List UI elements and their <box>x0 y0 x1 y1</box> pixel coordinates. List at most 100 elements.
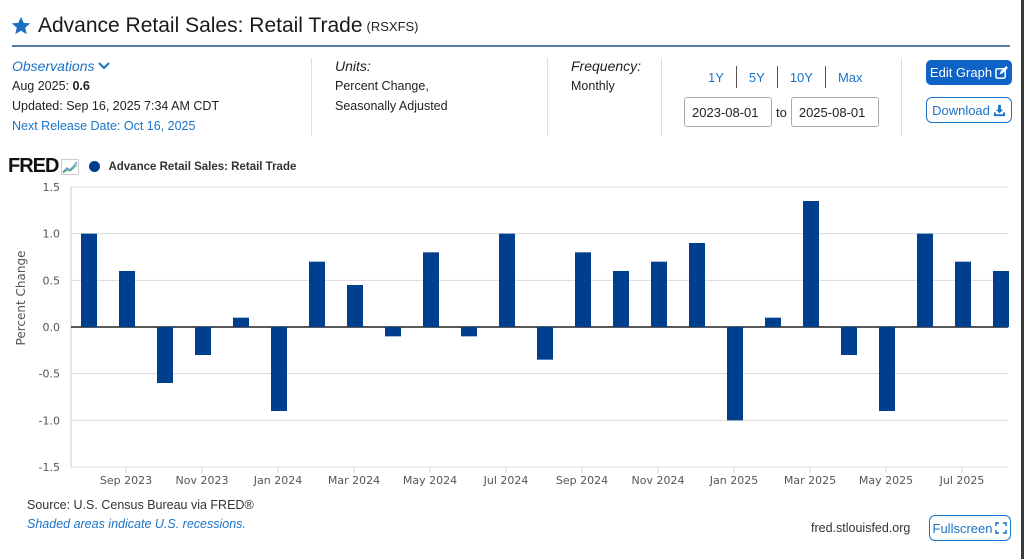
x-tick-label: Nov 2024 <box>632 474 685 487</box>
recessions-note: Shaded areas indicate U.S. recessions. <box>27 517 246 531</box>
bar[interactable] <box>81 233 97 327</box>
range-separator <box>824 66 826 88</box>
download-icon <box>993 104 1005 116</box>
download-button[interactable]: Download <box>926 97 1012 123</box>
units-line2: Seasonally Adjusted <box>335 99 448 113</box>
bar[interactable] <box>157 327 173 383</box>
y-axis-labels: 1.5 1.0 0.5 0.0 -0.5 -1.0 -1.5 <box>39 181 60 474</box>
bar[interactable] <box>195 327 211 355</box>
bar[interactable] <box>651 261 667 327</box>
bars <box>81 201 1009 421</box>
divider <box>661 58 662 136</box>
bar[interactable] <box>955 261 971 327</box>
x-tick-label: Nov 2023 <box>176 474 229 487</box>
line-chart-icon <box>61 158 80 175</box>
y-tick-label: -1.0 <box>39 414 60 427</box>
to-label: to <box>776 104 787 120</box>
range-selector: 1Y 5Y 10Y Max <box>696 66 875 88</box>
fullscreen-button[interactable]: Fullscreen <box>929 515 1011 541</box>
fullscreen-icon <box>995 522 1008 534</box>
divider <box>311 58 312 136</box>
bar[interactable] <box>461 327 477 337</box>
bar[interactable] <box>993 271 1009 327</box>
x-tick-label: Jan 2025 <box>709 474 758 487</box>
observations-label: Observations <box>12 58 95 74</box>
divider <box>547 58 548 136</box>
bar[interactable] <box>119 271 135 327</box>
bar[interactable] <box>765 317 781 327</box>
fred-logo[interactable]: FRED <box>8 155 59 177</box>
y-tick-label: -0.5 <box>39 368 60 381</box>
fullscreen-label: Fullscreen <box>932 520 993 536</box>
divider <box>901 58 902 136</box>
edit-icon <box>995 66 1009 79</box>
site-url: fred.stlouisfed.org <box>811 521 911 535</box>
x-tick-label: Jul 2024 <box>483 474 529 487</box>
next-release-link[interactable]: Next Release Date: Oct 16, 2025 <box>12 119 196 133</box>
bar[interactable] <box>271 327 287 411</box>
updated-text: Updated: Sep 16, 2025 7:34 AM CDT <box>12 99 220 113</box>
bar[interactable] <box>309 261 325 327</box>
x-tick-label: Jul 2025 <box>939 474 985 487</box>
range-max[interactable]: Max <box>837 69 863 85</box>
latest-label: Aug 2025: <box>12 79 73 93</box>
x-tick-label: Sep 2024 <box>556 474 608 487</box>
bar[interactable] <box>233 317 249 327</box>
x-tick-label: May 2024 <box>403 474 457 487</box>
bar[interactable] <box>423 252 439 327</box>
bar[interactable] <box>841 327 857 355</box>
range-5y[interactable]: 5Y <box>748 69 765 85</box>
date-range: to <box>684 97 879 127</box>
units-label: Units: <box>335 58 371 74</box>
bar[interactable] <box>879 327 895 411</box>
y-tick-label: 0.5 <box>43 274 61 287</box>
observations-toggle[interactable]: Observations <box>12 56 219 76</box>
y-tick-label: 0.0 <box>43 321 61 334</box>
download-label: Download <box>932 102 990 118</box>
bar[interactable] <box>917 233 933 327</box>
bar[interactable] <box>385 327 401 337</box>
title-row: Advance Retail Sales: Retail Trade (RSXF… <box>10 14 419 38</box>
range-separator <box>735 66 737 88</box>
series-id: (RSXFS) <box>366 18 419 34</box>
chevron-down-icon <box>98 62 111 70</box>
bar[interactable] <box>499 233 515 327</box>
frequency-value: Monthly <box>571 79 615 93</box>
favorite-star-icon[interactable] <box>10 15 32 37</box>
chart-header: FRED Advance Retail Sales: Retail Trade <box>8 155 296 178</box>
bar[interactable] <box>803 201 819 327</box>
bar[interactable] <box>347 285 363 327</box>
x-tick-label: Mar 2025 <box>784 474 836 487</box>
legend-marker <box>89 161 101 172</box>
y-tick-label: -1.5 <box>39 461 60 474</box>
frequency-panel: Frequency: Monthly <box>571 56 641 96</box>
x-tick-label: Sep 2023 <box>100 474 152 487</box>
bar[interactable] <box>727 327 743 421</box>
range-10y[interactable]: 10Y <box>789 69 813 85</box>
x-tick-label: Mar 2024 <box>328 474 380 487</box>
header-divider <box>12 45 1010 47</box>
end-date-input[interactable] <box>790 97 879 127</box>
start-date-input[interactable] <box>684 97 772 127</box>
latest-observation: Aug 2025: 0.6 <box>12 76 219 96</box>
x-tick-label: Jan 2024 <box>253 474 302 487</box>
y-tick-label: 1.0 <box>43 228 61 241</box>
units-panel: Units: Percent Change, Seasonally Adjust… <box>335 56 448 116</box>
range-1y[interactable]: 1Y <box>708 69 724 85</box>
y-axis-title: Percent Change <box>14 251 28 346</box>
bar[interactable] <box>613 271 629 327</box>
latest-value: 0.6 <box>72 79 90 93</box>
observations-panel: Observations Aug 2025: 0.6 Updated: Sep … <box>12 56 219 136</box>
bar[interactable] <box>537 327 553 360</box>
x-tick-label: May 2025 <box>859 474 913 487</box>
bar[interactable] <box>575 252 591 327</box>
bar-chart: 1.5 1.0 0.5 0.0 -0.5 -1.0 -1.5 Sep 2023 Nov 202… <box>14 181 1009 487</box>
edit-graph-label: Edit Graph <box>929 65 993 80</box>
window-edge <box>1021 0 1024 559</box>
range-separator <box>776 66 778 88</box>
page-title: Advance Retail Sales: Retail Trade <box>38 14 363 37</box>
bar[interactable] <box>689 243 705 327</box>
x-axis-ticks: Sep 2023 Nov 2023 Jan 2024 Mar 2024 May 2024… <box>100 467 985 487</box>
edit-graph-button[interactable]: Edit Graph <box>926 60 1012 85</box>
units-line1: Percent Change, <box>335 79 429 93</box>
